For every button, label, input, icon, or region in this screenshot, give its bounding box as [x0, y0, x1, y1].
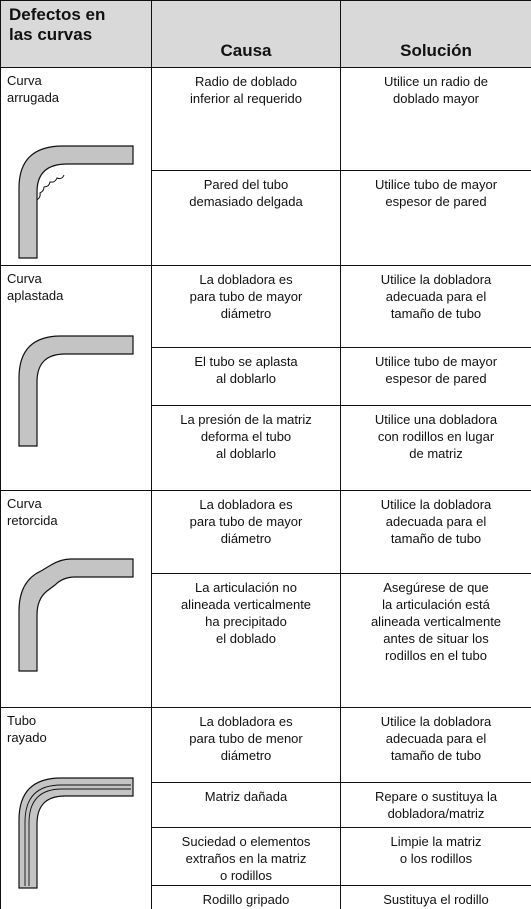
solution-cell: Utilice un radio de doblado mayor	[340, 67, 531, 171]
table-row: La presión de la matriz deforma el tubo …	[1, 405, 531, 491]
cause-cell: Suciedad o elementos extraños en la matr…	[151, 827, 341, 886]
table-row: La articulación no alineada verticalment…	[1, 573, 531, 708]
cause-cell: La presión de la matriz deforma el tubo …	[151, 405, 341, 491]
table-row: Curva retorcida La dobladora es para tubo…	[0, 490, 531, 708]
defect-cell: Curva retorcida	[0, 490, 152, 708]
pipe-illustration	[18, 335, 134, 447]
cause-cell: La articulación no alineada verticalment…	[151, 573, 341, 708]
cause-cell: La dobladora es para tubo de menor diáme…	[151, 707, 341, 783]
solution-cell: Sustituya el rodillo dañado o la doblado…	[340, 885, 531, 909]
header-cell: Causa	[151, 0, 341, 68]
defect-label: Tubo rayado	[7, 713, 47, 745]
solution-cell: Utilice la dobladora adecuada para el ta…	[340, 707, 531, 783]
defect-cell: Curva arrugada	[0, 67, 152, 266]
cause-cell: Matriz dañada	[151, 782, 341, 828]
solution-cell: Utilice tubo de mayor espesor de pared	[340, 347, 531, 406]
defect-cell: Curva aplastada	[0, 265, 152, 491]
cause-cell: La dobladora es para tubo de mayor diáme…	[151, 265, 341, 348]
table-row: Curva arrugada Radio de doblado inferior …	[0, 67, 531, 266]
solution-cell: Utilice una dobladora con rodillos en lu…	[340, 405, 531, 491]
pipe-illustration	[18, 777, 134, 889]
cause-cell: El tubo se aplasta al doblarlo	[151, 347, 341, 406]
pipe-illustration	[18, 558, 134, 672]
table-row: Curva aplastada La dobladora es para tubo…	[0, 265, 531, 491]
table-row: El tubo se aplasta al doblarlo Utilice tu…	[1, 347, 531, 406]
cause-cell: Rodillo gripado	[151, 885, 341, 909]
pipe-illustration	[18, 145, 134, 259]
solution-cell: Repare o sustituya la dobladora/matriz	[340, 782, 531, 828]
solution-cell: Utilice tubo de mayor espesor de pared	[340, 170, 531, 266]
defect-label: Curva arrugada	[7, 73, 60, 105]
defect-label: Curva aplastada	[7, 271, 64, 303]
defect-cell: Tubo rayado	[0, 707, 152, 909]
cause-cell: Pared del tubo demasiado delgada	[151, 170, 341, 266]
defect-label: Curva retorcida	[7, 496, 58, 528]
solution-cell: Limpie la matriz o los rodillos	[340, 827, 531, 886]
table-row: Matriz dañada Repare o sustituya la dobla…	[1, 782, 531, 828]
solution-cell: Asegúrese de que la articulación está al…	[340, 573, 531, 708]
solution-cell: Utilice la dobladora adecuada para el ta…	[340, 265, 531, 348]
solution-cell: Utilice la dobladora adecuada para el ta…	[340, 490, 531, 574]
table-row: Suciedad o elementos extraños en la matr…	[1, 827, 531, 886]
cause-cell: La dobladora es para tubo de mayor diáme…	[151, 490, 341, 574]
table-row: Tubo rayado La dobladora es para tubo de …	[0, 707, 531, 909]
header-cell: Defectos en las curvas	[0, 0, 152, 68]
cause-cell: Radio de doblado inferior al requerido	[151, 67, 341, 171]
header-cell: Solución	[340, 0, 531, 68]
header-row: Defectos en las curvas Causa Solución	[0, 0, 531, 68]
